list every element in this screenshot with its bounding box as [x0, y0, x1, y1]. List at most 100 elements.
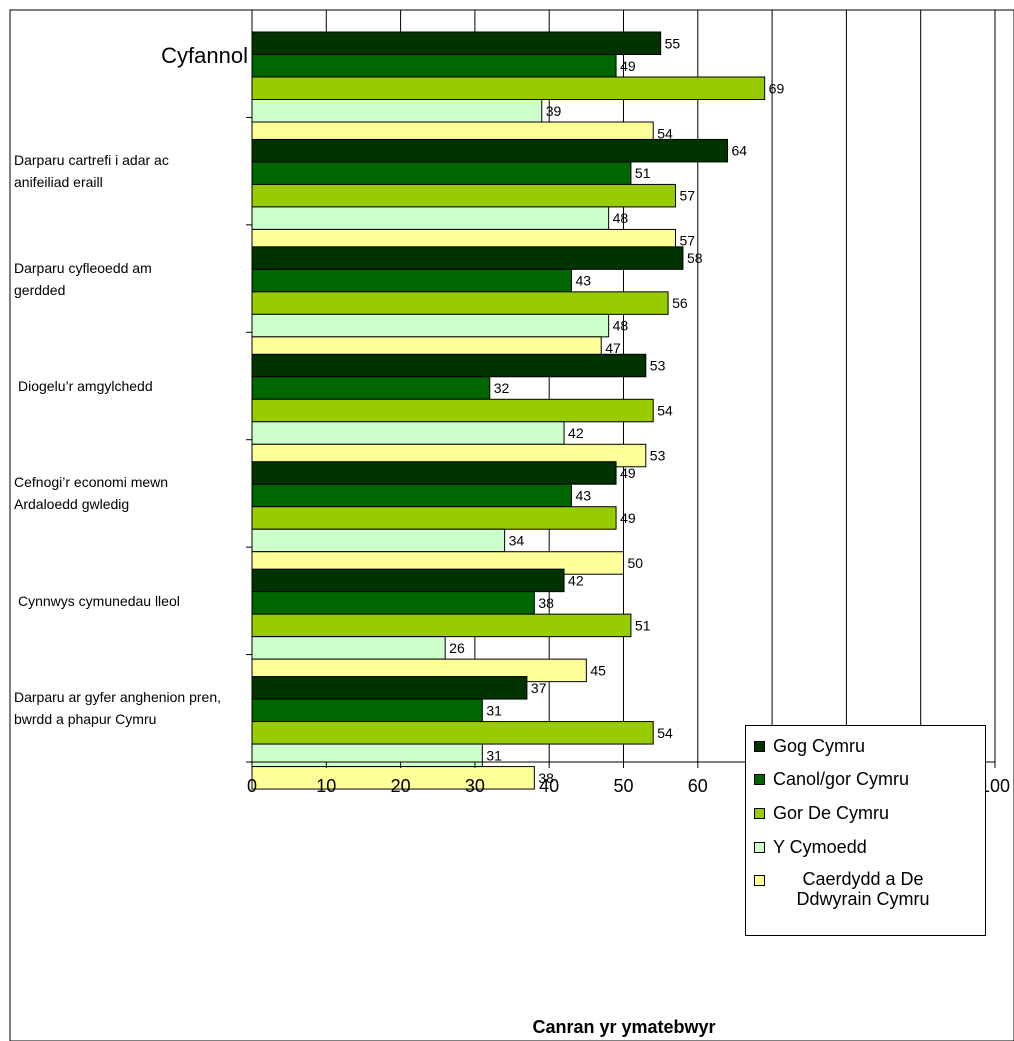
bar-value-label: 57: [680, 233, 696, 249]
legend-item-canol-gor-cymru: Canol/gor Cymru: [754, 767, 909, 791]
bar: [251, 76, 766, 100]
bar-value-label: 43: [575, 487, 591, 503]
bar: [251, 291, 669, 315]
x-tick-label: 50: [613, 776, 633, 796]
category-label-line: Ardaloedd gwledig: [14, 496, 130, 513]
bar: [251, 528, 506, 553]
bar-value-label: 43: [575, 273, 591, 289]
legend-item-y-cymoedd: Y Cymoedd: [754, 835, 867, 859]
bar: [251, 31, 662, 55]
legend-swatch: [754, 875, 765, 886]
category-label-line: Darparu ar gyfer anghenion pren,: [14, 689, 222, 706]
bar: [251, 313, 610, 338]
legend-label: Canol/gor Cymru: [773, 769, 910, 789]
bar: [251, 161, 632, 185]
bar-value-label: 53: [650, 358, 666, 374]
x-tick-label: 100: [980, 776, 1010, 796]
legend: Gog Cymru Canol/gor Cymru Gor De Cymru Y…: [745, 725, 986, 936]
bar-value-label: 50: [628, 555, 644, 571]
bar: [251, 99, 543, 123]
bar: [251, 206, 610, 230]
bar: [251, 376, 491, 400]
x-tick-label: 0: [247, 776, 257, 796]
legend-swatch: [754, 740, 765, 752]
bar: [251, 483, 572, 508]
bar: [251, 743, 483, 768]
bars: 5549693954645157485758435648475332544253…: [251, 31, 784, 790]
bar: [251, 246, 684, 270]
x-tick-label: 30: [465, 776, 485, 796]
bar-value-label: 38: [538, 770, 554, 786]
bar: [251, 676, 528, 700]
bar: [251, 613, 632, 638]
bar-value-label: 53: [650, 448, 666, 464]
bar-value-label: 47: [605, 340, 621, 356]
bar-value-label: 45: [590, 662, 606, 678]
bar: [251, 183, 677, 208]
bar: [251, 268, 572, 293]
bar-value-label: 54: [657, 725, 673, 741]
bar-value-label: 51: [635, 165, 651, 181]
bar: [251, 54, 617, 78]
bar-value-label: 42: [568, 425, 584, 441]
x-tick-label: 40: [539, 776, 559, 796]
legend-swatch: [754, 807, 765, 819]
bar: [251, 421, 565, 445]
x-axis-title: Canran yr ymatebwyr: [532, 1017, 715, 1037]
bar: [251, 138, 729, 163]
bar-value-label: 56: [672, 295, 688, 311]
category-label-line: Diogelu’r amgylchedd: [18, 378, 153, 394]
bar-value-label: 54: [657, 125, 673, 141]
bar-value-label: 51: [635, 617, 651, 633]
bar: [251, 398, 654, 423]
bar-value-label: 48: [613, 318, 629, 334]
bar: [251, 636, 446, 660]
bar-value-label: 64: [732, 143, 748, 159]
bar-value-label: 26: [449, 640, 465, 656]
bar-value-label: 48: [613, 210, 629, 226]
bar: [251, 461, 617, 485]
legend-label: Caerdydd a De Ddwyrain Cymru: [796, 869, 930, 909]
legend-label: Y Cymoedd: [773, 837, 867, 857]
category-label: Darparu cyfleoedd am gerdded: [14, 257, 152, 301]
category-label-line: Darparu cyfleoedd am: [14, 259, 152, 276]
bar-value-label: 32: [494, 380, 510, 396]
category-label-line: gerdded: [14, 281, 66, 298]
category-label-line: Cefnogi’r economi mewn: [14, 474, 169, 491]
category-label-line: Cyfannol: [161, 42, 248, 68]
bar-value-label: 49: [620, 465, 636, 481]
legend-label: Gog Cymru: [773, 736, 866, 756]
category-label: Cynnwys cymunedau lleol: [18, 590, 180, 612]
bar-value-label: 58: [687, 250, 703, 266]
bar-value-label: 49: [620, 58, 636, 74]
category-label: Cyfannol: [0, 42, 248, 68]
bar: [251, 721, 654, 745]
category-label: Diogelu’r amgylchedd: [18, 375, 153, 397]
category-label: Darparu ar gyfer anghenion pren, bwrdd a …: [14, 686, 221, 730]
legend-item-caerdydd: Caerdydd a De Ddwyrain Cymru: [754, 869, 953, 909]
x-tick-label: 10: [316, 776, 336, 796]
x-tick-label: 20: [391, 776, 411, 796]
bar: [251, 568, 565, 593]
category-label-line: Cynnwys cymunedau lleol: [18, 592, 180, 609]
bar-value-label: 31: [486, 747, 502, 763]
bar-value-label: 54: [657, 403, 673, 419]
x-tick-label: 60: [688, 776, 708, 796]
category-label-line: Darparu cartrefi i adar ac: [14, 152, 169, 169]
bar-value-label: 31: [486, 702, 502, 718]
bar-value-label: 38: [538, 595, 554, 611]
legend-label: Gor De Cymru: [773, 803, 890, 823]
bar-value-label: 39: [546, 103, 562, 119]
category-label-line: bwrdd a phapur Cymru: [14, 711, 157, 728]
bar: [251, 698, 483, 723]
bar: [251, 506, 617, 530]
bar-value-label: 42: [568, 572, 584, 588]
legend-item-gog-cymru: Gog Cymru: [754, 734, 865, 758]
bar-value-label: 34: [509, 532, 525, 548]
bar-value-label: 57: [680, 188, 696, 204]
bar-value-label: 55: [665, 35, 681, 51]
category-label: Darparu cartrefi i adar ac anifeiliad era…: [14, 149, 169, 193]
bar-value-label: 49: [620, 510, 636, 526]
bar-value-label: 37: [531, 680, 547, 696]
legend-item-gor-de-cymru: Gor De Cymru: [754, 801, 889, 825]
